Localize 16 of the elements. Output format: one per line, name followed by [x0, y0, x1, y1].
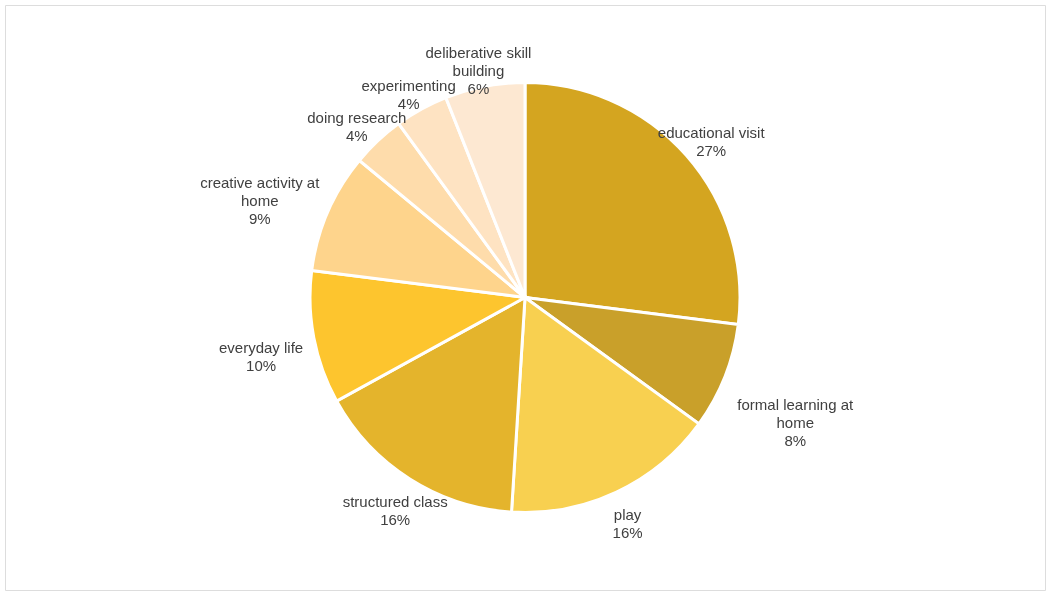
slice-label: structured class — [342, 493, 448, 511]
data-label: 10% — [246, 356, 277, 374]
data-label: 8% — [784, 431, 807, 449]
data-label: 27% — [696, 142, 727, 160]
slice-label: formal learning at home — [737, 395, 855, 431]
data-label: 9% — [248, 209, 271, 227]
slice-label: educational visit — [657, 124, 766, 142]
slice-label: everyday life — [219, 338, 304, 356]
slice-label: play — [613, 506, 642, 524]
slice-label: doing research — [307, 109, 407, 127]
data-label: 16% — [380, 511, 411, 529]
slice-label: creative activity at home — [200, 173, 321, 209]
data-label: 4% — [345, 127, 368, 145]
data-label: 6% — [467, 80, 490, 98]
data-label: 16% — [612, 524, 643, 542]
data-label: 4% — [397, 94, 420, 112]
